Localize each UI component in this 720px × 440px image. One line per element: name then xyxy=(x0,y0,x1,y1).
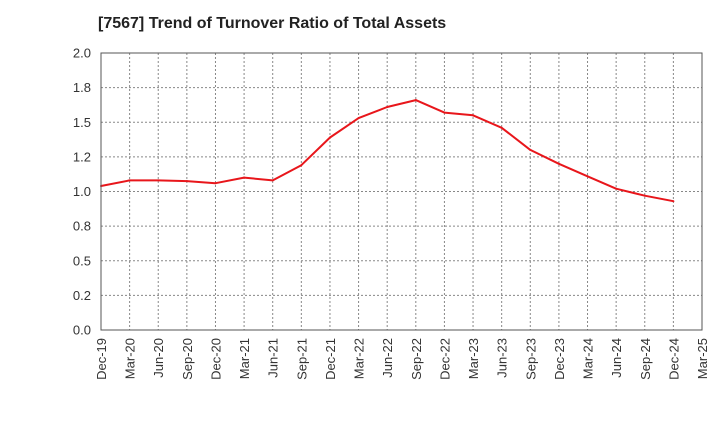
x-axis-ticks: Dec-19 Mar-20 Jun-20 Sep-20 Dec-20 Mar-21 Jun-… xyxy=(94,338,710,380)
x-tick-label: Jun-21 xyxy=(266,338,281,378)
x-tick-label: Dec-24 xyxy=(666,338,681,380)
x-tick-label: Mar-25 xyxy=(695,338,710,379)
x-tick-label: Dec-20 xyxy=(208,338,223,380)
x-tick-label: Mar-22 xyxy=(352,338,367,379)
x-tick-label: Dec-22 xyxy=(437,338,452,380)
plot-frame xyxy=(100,52,703,331)
data-point xyxy=(185,180,188,183)
data-point xyxy=(357,117,360,120)
y-tick-label: 0.0 xyxy=(73,323,91,338)
data-point xyxy=(214,182,217,185)
x-tick-label: Sep-22 xyxy=(409,338,424,380)
data-point xyxy=(443,111,446,114)
y-tick-label: 1.5 xyxy=(73,115,91,130)
x-tick-label: Mar-24 xyxy=(581,338,596,379)
x-tick-label: Sep-20 xyxy=(180,338,195,380)
x-tick-label: Jun-24 xyxy=(609,338,624,378)
x-tick-label: Mar-23 xyxy=(466,338,481,379)
y-tick-label: 2.0 xyxy=(73,46,91,61)
y-tick-label: 1.0 xyxy=(73,184,91,199)
chart-title: [7567] Trend of Turnover Ratio of Total … xyxy=(98,15,447,32)
data-point xyxy=(529,148,532,151)
y-tick-label: 0.8 xyxy=(73,219,91,234)
x-tick-label: Dec-21 xyxy=(323,338,338,380)
data-point xyxy=(500,126,503,129)
y-tick-label: 0.2 xyxy=(73,288,91,303)
data-point xyxy=(643,194,646,197)
x-tick-label: Dec-23 xyxy=(552,338,567,380)
x-tick-label: Jun-22 xyxy=(380,338,395,378)
y-tick-label: 1.2 xyxy=(73,149,91,164)
y-tick-label: 0.5 xyxy=(73,253,91,268)
data-point xyxy=(414,99,417,102)
grid-lines xyxy=(101,53,702,330)
data-point xyxy=(128,179,131,182)
x-tick-label: Jun-23 xyxy=(495,338,510,378)
data-point xyxy=(243,176,246,179)
x-tick-label: Jun-20 xyxy=(151,338,166,378)
x-tick-label: Sep-23 xyxy=(523,338,538,380)
x-tick-label: Dec-19 xyxy=(94,338,109,380)
data-point xyxy=(300,164,303,167)
y-tick-label: 1.8 xyxy=(73,80,91,95)
data-point xyxy=(386,106,389,108)
x-tick-label: Sep-24 xyxy=(638,338,653,380)
x-tick-label: Mar-21 xyxy=(237,338,252,379)
data-point xyxy=(586,175,589,178)
data-point xyxy=(472,114,474,117)
x-tick-label: Sep-21 xyxy=(294,338,309,380)
y-axis-ticks: 0.0 0.2 0.5 0.8 1.0 1.2 1.5 1.8 2.0 xyxy=(73,46,91,338)
data-point xyxy=(157,179,160,182)
data-point xyxy=(615,187,618,190)
data-point xyxy=(329,136,331,139)
data-point xyxy=(557,162,560,165)
x-tick-label: Mar-20 xyxy=(123,338,138,379)
data-point xyxy=(271,179,274,182)
data-point xyxy=(672,200,675,203)
